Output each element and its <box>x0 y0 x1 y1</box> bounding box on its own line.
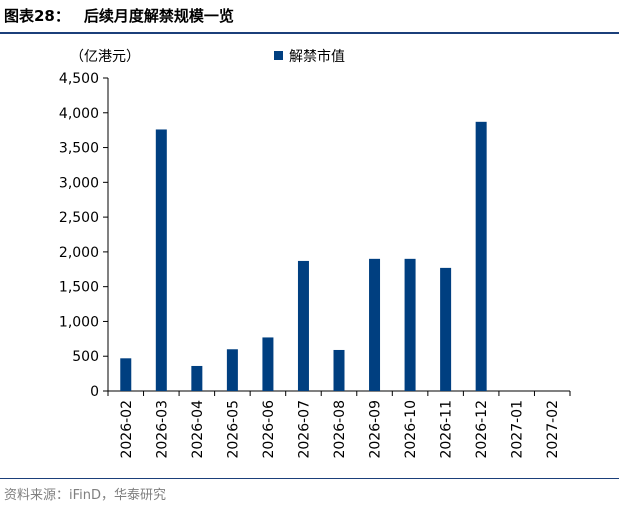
figure-title-text: 后续月度解禁规模一览 <box>83 7 234 25</box>
x-tick-label: 2026-11 <box>439 400 455 459</box>
x-tick-label: 2026-08 <box>332 400 348 459</box>
bar-2026-02 <box>120 358 132 391</box>
title-rule <box>0 32 619 34</box>
legend-swatch <box>274 51 283 60</box>
y-tick-label: 4,000 <box>59 106 99 122</box>
chart-legend: 解禁市值 <box>274 48 345 65</box>
bar-2026-05 <box>226 349 238 391</box>
bar-2026-08 <box>333 349 345 391</box>
bar-2026-12 <box>475 121 487 391</box>
bar-2026-11 <box>440 267 452 391</box>
y-tick-label: 3,000 <box>59 175 99 191</box>
x-tick-label: 2026-07 <box>296 400 312 459</box>
bar-2026-09 <box>369 258 381 391</box>
figure-title: 图表28： 后续月度解禁规模一览 <box>4 5 234 26</box>
x-tick-labels: 2026-02 2026-03 2026-04 2026-05 2026-06 2026-… <box>119 400 561 459</box>
chart-axes <box>103 77 571 396</box>
x-tick-label: 2026-03 <box>154 400 170 459</box>
y-tick-label: 2,500 <box>59 210 99 226</box>
y-tick-label: 4,500 <box>59 71 99 87</box>
y-tick-label: 3,500 <box>59 141 99 157</box>
source-rule <box>0 478 619 479</box>
x-tick-label: 2026-05 <box>225 400 241 459</box>
x-tick-label: 2026-10 <box>403 400 419 459</box>
figure-label: 图表28： <box>4 7 70 25</box>
y-unit-label: （亿港元） <box>70 49 140 65</box>
y-tick-label: 2,000 <box>59 245 99 261</box>
x-tick-label: 2026-09 <box>368 400 384 459</box>
x-tick-label: 2026-04 <box>190 400 206 459</box>
x-tick-label: 2026-06 <box>261 400 277 459</box>
chart-bars <box>120 121 487 391</box>
y-tick-label: 500 <box>72 349 99 365</box>
y-tick-label: 1,000 <box>59 314 99 330</box>
bar-chart: 0 500 1,000 1,500 2,000 2,500 3,000 3,500 4,000 4… <box>59 48 571 459</box>
figure-header: 图表28： 后续月度解禁规模一览 <box>0 0 619 36</box>
bar-2026-07 <box>297 260 309 391</box>
legend-label: 解禁市值 <box>289 48 345 65</box>
bar-2026-03 <box>155 129 167 391</box>
bar-2026-04 <box>191 365 203 391</box>
source-note: 资料来源：iFinD，华泰研究 <box>4 488 167 503</box>
x-tick-label: 2027-02 <box>545 400 561 459</box>
bar-2026-10 <box>404 258 416 391</box>
y-tick-label: 0 <box>90 384 99 400</box>
y-tick-labels: 0 500 1,000 1,500 2,000 2,500 3,000 3,500 4,000 4… <box>59 71 99 400</box>
x-tick-label: 2026-02 <box>119 400 135 459</box>
bar-2026-06 <box>262 337 274 391</box>
y-tick-label: 1,500 <box>59 280 99 296</box>
x-tick-label: 2026-12 <box>474 400 490 459</box>
x-tick-label: 2027-01 <box>510 400 526 459</box>
